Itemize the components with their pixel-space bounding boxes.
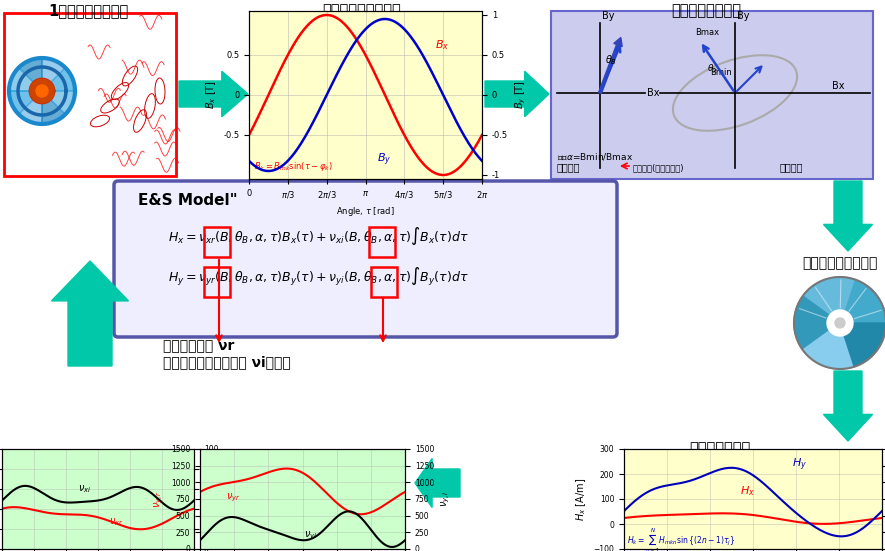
- Polygon shape: [42, 58, 65, 91]
- Polygon shape: [840, 323, 885, 367]
- Polygon shape: [9, 68, 42, 91]
- Text: 圧延方向(容易軸方向): 圧延方向(容易軸方向): [633, 163, 684, 172]
- Text: Bx: Bx: [832, 81, 844, 91]
- Polygon shape: [803, 323, 854, 369]
- Text: $B_y$: $B_y$: [377, 152, 391, 168]
- Polygon shape: [42, 91, 65, 124]
- Text: 1周期分の磁場解析: 1周期分の磁場解析: [48, 3, 128, 18]
- Text: $B_x$: $B_x$: [435, 38, 450, 52]
- Text: 磁気抗抗係数 νr: 磁気抗抗係数 νr: [163, 339, 235, 353]
- FancyBboxPatch shape: [4, 13, 176, 176]
- Text: By: By: [737, 11, 750, 21]
- Text: $H_x = \nu_{xr}(B,\theta_B,\alpha,\tau)B_x(\tau) + \nu_{xi}(B,\theta_B,\alpha,\t: $H_x = \nu_{xr}(B,\theta_B,\alpha,\tau)B…: [168, 225, 469, 247]
- X-axis label: Angle, $\tau$ [rad]: Angle, $\tau$ [rad]: [336, 206, 395, 218]
- Text: $\nu_{yi}$: $\nu_{yi}$: [304, 530, 318, 542]
- Text: 磁気ヒステリシス係数 νiの修正: 磁気ヒステリシス係数 νiの修正: [163, 355, 291, 369]
- Polygon shape: [9, 91, 42, 115]
- Text: By: By: [602, 11, 614, 21]
- Polygon shape: [824, 181, 873, 251]
- Text: $H_k = \sum_{n=1}^{N}H_{mkn}\sin\{(2n-1)\tau_j\}$: $H_k = \sum_{n=1}^{N}H_{mkn}\sin\{(2n-1)…: [627, 527, 735, 551]
- Y-axis label: $B_y$ [T]: $B_y$ [T]: [513, 80, 527, 110]
- Polygon shape: [42, 68, 75, 91]
- Text: 交番磁束: 交番磁束: [557, 162, 581, 172]
- Circle shape: [36, 85, 48, 97]
- Text: Bmin: Bmin: [710, 68, 732, 77]
- Text: $B_k = B_{mk}\sin(\tau - \varphi_k)$: $B_k = B_{mk}\sin(\tau - \varphi_k)$: [254, 160, 333, 173]
- Y-axis label: $B_x$ [T]: $B_x$ [T]: [204, 80, 218, 110]
- Text: 磁界波形の抽出: 磁界波形の抽出: [689, 441, 750, 456]
- Polygon shape: [19, 91, 42, 124]
- Text: $\theta_B$: $\theta_B$: [605, 53, 617, 67]
- Text: $H_x$: $H_x$: [740, 484, 755, 498]
- Polygon shape: [794, 296, 840, 350]
- Polygon shape: [485, 71, 549, 117]
- Text: パラメータの決定: パラメータの決定: [671, 3, 741, 18]
- FancyBboxPatch shape: [551, 11, 873, 179]
- Y-axis label: $\nu_{y,r}$: $\nu_{y,r}$: [153, 490, 165, 508]
- Text: データベースの参照: データベースの参照: [803, 256, 878, 270]
- Text: $\nu_{yr}$: $\nu_{yr}$: [226, 491, 241, 504]
- Polygon shape: [179, 71, 248, 117]
- Text: E&S Model": E&S Model": [138, 193, 238, 208]
- FancyArrow shape: [598, 37, 622, 94]
- Circle shape: [835, 318, 845, 328]
- Text: $\theta_y$: $\theta_y$: [707, 62, 719, 75]
- Polygon shape: [803, 277, 854, 323]
- Text: Bx: Bx: [647, 88, 659, 98]
- Polygon shape: [415, 458, 460, 507]
- Text: 回転磁束: 回転磁束: [780, 162, 804, 172]
- Text: 軸比$\alpha$=Bmin/Bmax: 軸比$\alpha$=Bmin/Bmax: [557, 150, 634, 161]
- Text: $H_y$: $H_y$: [792, 456, 807, 473]
- Text: 磁束密度波形の抽出: 磁束密度波形の抽出: [323, 3, 402, 18]
- Polygon shape: [42, 91, 75, 115]
- Text: $H_y = \nu_{yr}(B,\theta_B,\alpha,\tau)B_y(\tau) + \nu_{yi}(B,\theta_B,\alpha,\t: $H_y = \nu_{yr}(B,\theta_B,\alpha,\tau)B…: [168, 266, 469, 288]
- Polygon shape: [19, 58, 42, 91]
- Text: $\nu_{xi}$: $\nu_{xi}$: [79, 483, 92, 495]
- Text: $\nu_{xr}$: $\nu_{xr}$: [109, 516, 124, 528]
- Y-axis label: $H_x$ [A/m]: $H_x$ [A/m]: [574, 478, 588, 521]
- Text: Bmax: Bmax: [695, 28, 720, 37]
- Circle shape: [827, 310, 853, 336]
- Circle shape: [30, 79, 54, 103]
- Polygon shape: [51, 261, 128, 366]
- FancyBboxPatch shape: [114, 181, 617, 337]
- Y-axis label: $\nu_{x,i}$: $\nu_{x,i}$: [224, 490, 237, 507]
- Y-axis label: $\nu_{y,i}$: $\nu_{y,i}$: [440, 490, 452, 507]
- Polygon shape: [840, 279, 885, 323]
- Polygon shape: [824, 371, 873, 441]
